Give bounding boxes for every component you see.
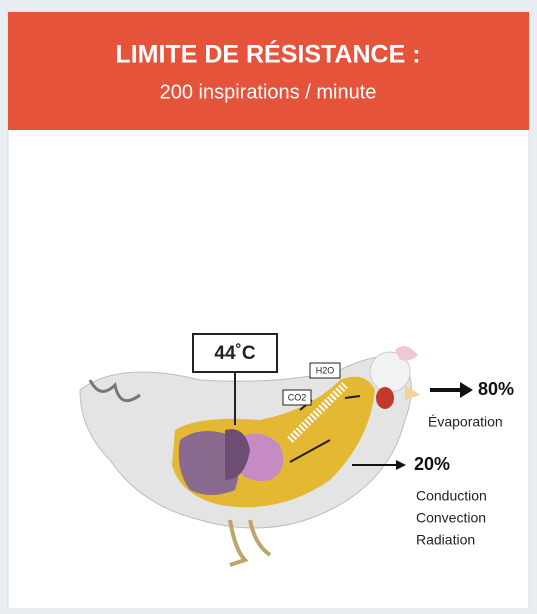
title: LIMITE DE RÉSISTANCE : xyxy=(115,40,420,69)
h2o: H2O xyxy=(316,365,335,375)
infographic: LIMITE DE RÉSISTANCE : 200 inspirations … xyxy=(0,0,537,609)
percent: 80% xyxy=(478,379,514,399)
co2: CO2 xyxy=(288,392,307,402)
header xyxy=(8,12,529,130)
subtitle: 200 inspirations / minute xyxy=(160,81,377,103)
output-label: Radiation xyxy=(416,532,475,548)
page: LIMITE DE RÉSISTANCE : 200 inspirations … xyxy=(0,0,537,609)
output-label: Conduction xyxy=(416,488,487,504)
output-label: Évaporation xyxy=(428,414,503,430)
output-label: Convection xyxy=(416,510,486,526)
temperature: 44˚C xyxy=(214,343,255,364)
percent: 20% xyxy=(414,454,450,474)
